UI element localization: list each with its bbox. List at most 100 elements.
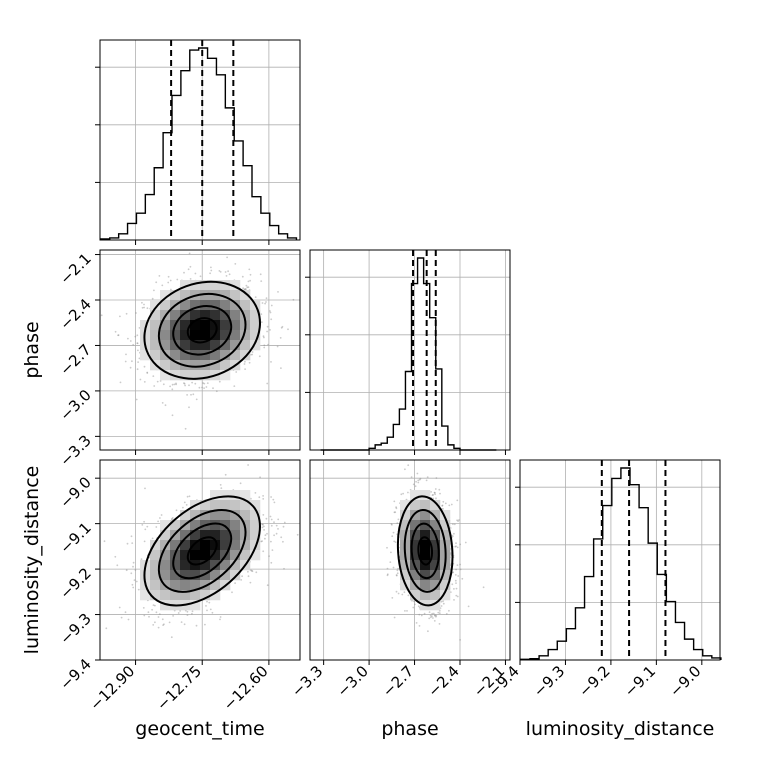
scatter-point — [435, 477, 438, 479]
scatter-point — [261, 526, 264, 529]
histogram-luminosity-distance — [520, 460, 722, 661]
panel-frame — [99, 39, 301, 241]
scatter-point — [445, 613, 448, 615]
density-cell — [170, 340, 181, 351]
density-cell — [180, 550, 191, 561]
density-cell — [250, 520, 261, 531]
density-cell — [180, 310, 191, 321]
panel-hist-phase — [309, 249, 511, 451]
scatter-point — [251, 570, 254, 573]
density-cell — [430, 600, 441, 611]
scatter-point — [262, 550, 265, 553]
density-cell — [180, 570, 191, 581]
density-cell — [220, 570, 231, 581]
density-cell — [200, 570, 211, 581]
scatter-point — [227, 270, 230, 273]
scatter-point — [143, 614, 146, 617]
density-cell — [410, 570, 421, 581]
scatter-point — [184, 384, 187, 387]
scatter-point — [117, 334, 120, 336]
density-cell — [220, 310, 231, 321]
density-cell — [210, 580, 221, 591]
density-cell — [210, 590, 221, 601]
density-cell — [200, 500, 211, 511]
density-cell — [210, 560, 221, 571]
scatter-point — [167, 281, 170, 284]
scatter-point — [235, 371, 238, 373]
scatter-point — [116, 564, 119, 567]
density-cell — [190, 530, 201, 541]
scatter-point — [125, 312, 128, 315]
scatter-point — [225, 275, 228, 277]
scatter-point — [456, 546, 459, 549]
scatter-point — [228, 273, 231, 276]
scatter-point — [118, 606, 121, 609]
density-cell — [220, 530, 231, 541]
scatter-point — [415, 622, 418, 624]
contour-line — [157, 292, 247, 368]
density-cell — [150, 300, 161, 311]
scatter-point — [198, 386, 201, 389]
density-cell — [180, 290, 191, 301]
density-cell — [420, 590, 431, 601]
scatter-point — [410, 476, 413, 478]
density-cell — [200, 510, 211, 521]
scatter-point — [482, 586, 485, 589]
scatter-point — [183, 271, 185, 274]
scatter-point — [171, 517, 174, 519]
scatter-point — [279, 337, 282, 339]
panel-frame — [519, 459, 721, 661]
density-cell — [170, 570, 181, 581]
scatter-point — [194, 272, 197, 275]
scatter-point — [400, 493, 403, 496]
panel-frame — [309, 459, 511, 661]
scatter-point — [146, 307, 149, 310]
x-axis-label-phase: phase — [381, 718, 438, 740]
scatter-point — [234, 263, 237, 265]
scatter-point — [269, 329, 271, 331]
scatter-point — [263, 525, 265, 528]
scatter-point — [459, 563, 461, 566]
density-cell — [210, 530, 221, 541]
density-cell — [180, 530, 191, 541]
scatter-point — [136, 334, 139, 337]
density-cell — [430, 590, 441, 601]
density-cell — [240, 500, 251, 511]
scatter-point — [449, 591, 452, 593]
scatter-point — [135, 580, 138, 583]
scatter-point — [270, 361, 272, 363]
density-cell — [230, 510, 241, 521]
scatter-point — [152, 375, 155, 377]
scatter-point — [428, 617, 431, 620]
scatter-point — [390, 523, 393, 525]
scatter-point — [404, 468, 406, 471]
scatter-point — [459, 639, 461, 641]
density-cell — [220, 290, 231, 301]
scatter-point — [247, 464, 250, 466]
scatter-point — [183, 501, 186, 504]
density-cell — [220, 370, 231, 381]
scatter-point — [206, 382, 209, 384]
scatter-point — [438, 623, 441, 625]
density-cell — [210, 310, 221, 321]
density-cell — [230, 340, 241, 351]
scatter-point — [391, 523, 393, 526]
scatter-point — [167, 275, 170, 278]
scatter-point — [457, 520, 459, 522]
scatter-point — [119, 315, 121, 318]
scatter-point — [168, 621, 171, 624]
scatter-point — [209, 608, 212, 611]
density-cell — [210, 540, 221, 551]
scatter-point — [433, 614, 436, 617]
density-cell — [250, 530, 261, 541]
density-cell — [160, 370, 171, 381]
scatter-point — [175, 509, 178, 512]
contour-line — [186, 317, 218, 344]
density-cell — [160, 550, 171, 561]
panel-frame — [309, 249, 511, 451]
scatter-point — [270, 518, 273, 521]
scatter-point — [263, 346, 266, 349]
scatter-point — [210, 269, 213, 272]
x-tick-label: −9.0 — [666, 662, 704, 700]
